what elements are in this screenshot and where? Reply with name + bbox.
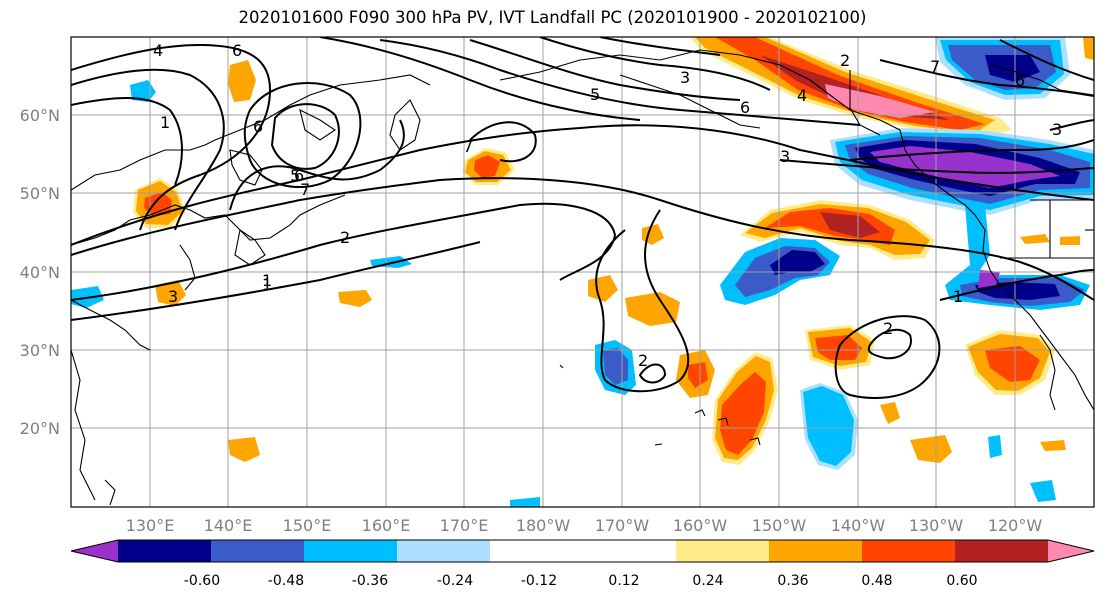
contour-label: 3 (780, 147, 790, 166)
contour-label: 6 (253, 117, 263, 136)
pv-contours (71, 37, 1094, 399)
contour-label: 2 (840, 51, 850, 70)
lon-label: 130°E (126, 516, 175, 535)
contour-label: 6 (232, 41, 242, 60)
contour-label: 1 (953, 287, 963, 306)
contour-label: 3 (168, 287, 178, 306)
contour-label: 1 (262, 271, 272, 290)
colorbar-segment (304, 540, 398, 562)
colorbar-tick-label: -0.36 (352, 573, 388, 589)
map-border (70, 36, 1095, 508)
colorbar (70, 539, 1095, 563)
contour-label: 7 (300, 180, 310, 199)
colorbar-tick-label: 0.12 (608, 573, 639, 589)
colorbar-ticks: -0.60 -0.48 -0.36 -0.24 -0.12 0.12 0.24 … (184, 573, 978, 589)
contour-label: 5 (590, 85, 600, 104)
lon-label: 160°E (362, 516, 411, 535)
lon-label: 150°E (283, 516, 332, 535)
shade-midpac-positive (740, 200, 935, 260)
contour-label: 3 (1052, 120, 1062, 139)
colorbar-segment (955, 540, 1049, 562)
contour-label: 2 (340, 228, 350, 247)
colorbar-tick-label: -0.24 (437, 573, 473, 589)
coastlines (71, 49, 1094, 506)
lon-label: 140°E (204, 516, 253, 535)
contour-label: 5 (290, 166, 300, 185)
contour-label: 4 (153, 41, 163, 60)
colorbar-tick-label: -0.60 (184, 573, 220, 589)
contour-labels: 4 6 1 6 5 7 6 3 1 7 4 2 3 6 5 6 7 3 3 2 … (153, 41, 1062, 370)
contour-label: 6 (1015, 71, 1025, 90)
contour-label: 2 (638, 351, 648, 370)
lat-label: 60°N (20, 106, 60, 125)
colorbar-tick-label: 0.24 (692, 573, 723, 589)
colorbar-segment (862, 540, 956, 562)
contour-label: 7 (930, 57, 940, 76)
lon-label: 120°W (988, 516, 1043, 535)
shade-hawaii-positive (712, 352, 778, 465)
lon-label: 170°E (440, 516, 489, 535)
colorbar-segment (118, 540, 212, 562)
colorbar-extend-max (1048, 540, 1094, 562)
contour-label: 1 (262, 275, 272, 294)
contour-label: 6 (294, 166, 304, 185)
colorbar-segment (676, 540, 770, 562)
contour-label: 7 (463, 137, 473, 156)
colorbar-extend-min (71, 540, 118, 562)
colorbar-tick-label: -0.48 (268, 573, 304, 589)
lon-label: 160°W (673, 516, 728, 535)
colorbar-segment (769, 540, 863, 562)
longitude-axis: 130°E 140°E 150°E 160°E 170°E 180°W 170°… (126, 516, 1043, 535)
colorbar-tick-label: 0.36 (777, 573, 808, 589)
lon-label: 140°W (831, 516, 886, 535)
lat-label: 50°N (20, 184, 60, 203)
lat-label: 40°N (20, 263, 60, 282)
colorbar-segment (583, 540, 677, 562)
shade-subtrop-negative (800, 383, 858, 470)
contour-label: 2 (883, 319, 893, 338)
lon-label: 170°W (595, 516, 650, 535)
lon-label: 180°W (516, 516, 571, 535)
lon-label: 150°W (752, 516, 807, 535)
lon-label: 130°W (909, 516, 964, 535)
colorbar-segment (397, 540, 491, 562)
contour-label: 4 (797, 86, 807, 105)
colorbar-tick-label: -0.12 (521, 573, 557, 589)
latitude-axis: 60°N 50°N 40°N 30°N 20°N (20, 106, 60, 438)
colorbar-segment (490, 540, 584, 562)
lat-label: 30°N (20, 341, 60, 360)
contour-label: 6 (740, 98, 750, 117)
contour-label: 3 (680, 68, 690, 87)
colorbar-tick-label: 0.60 (946, 573, 977, 589)
contour-label: 1 (160, 113, 170, 132)
colorbar-outline (70, 539, 1095, 563)
lat-label: 20°N (20, 419, 60, 438)
map-title: 2020101600 F090 300 hPa PV, IVT Landfall… (238, 8, 867, 27)
colorbar-tick-label: 0.48 (861, 573, 892, 589)
colorbar-segment (211, 540, 305, 562)
